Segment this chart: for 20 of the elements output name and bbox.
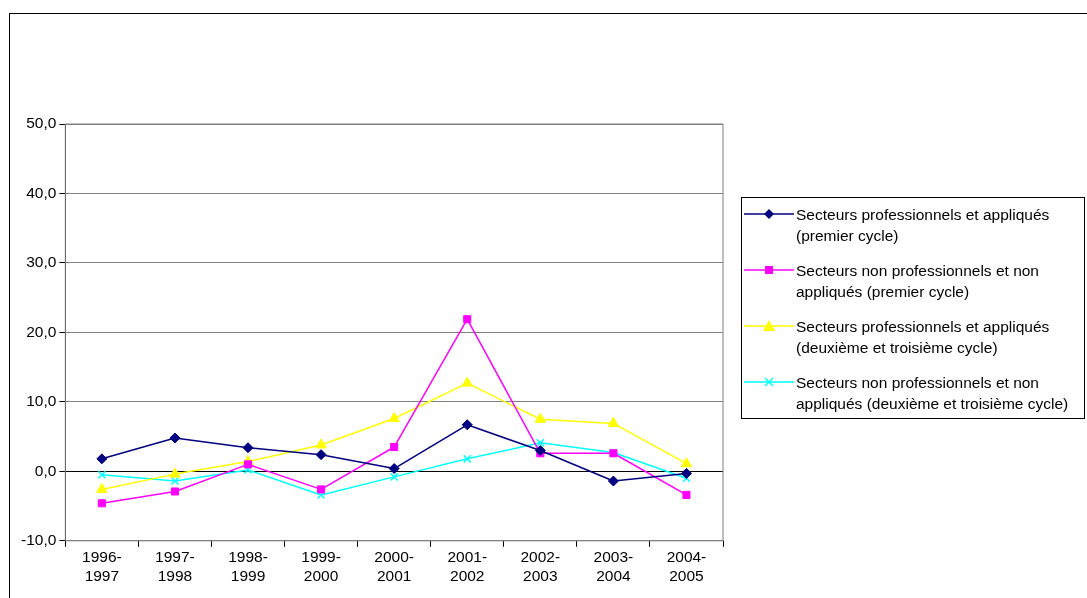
y-tick-label: 40,0 xyxy=(26,183,57,201)
x-tick-label: 1996-1997 xyxy=(82,548,122,584)
x-tick-label: 2000-2001 xyxy=(374,548,414,584)
y-tick-label: 0,0 xyxy=(34,461,57,479)
y-tick-label: -10,0 xyxy=(20,531,57,549)
legend-label: Secteurs professionnels et appliqués (premier cycle) xyxy=(796,205,1051,246)
x-tick-label: 2002-2003 xyxy=(520,548,561,584)
legend-label: Secteurs non professionnels et non appliqués (deuxième et troisième cycle) xyxy=(796,373,1070,414)
x-tick-label: 1997-1998 xyxy=(155,548,195,584)
x-tick-label: 2004-2005 xyxy=(666,548,707,584)
x-tick-label: 1998-1999 xyxy=(228,548,268,584)
y-tick-label: 20,0 xyxy=(26,322,57,340)
y-tick-label: 30,0 xyxy=(26,253,57,271)
x-tick-label: 1999-2000 xyxy=(301,548,341,584)
x-tick-label: 2001-2002 xyxy=(447,548,488,584)
legend-label: Secteurs non professionnels et non appliqués (premier cycle) xyxy=(796,261,1040,302)
legend-label: Secteurs professionnels et appliqués (deuxième et troisième cycle) xyxy=(796,317,1051,358)
x-tick-label: 2003-2004 xyxy=(593,548,634,584)
y-tick-label: 10,0 xyxy=(26,392,57,410)
y-tick-label: 50,0 xyxy=(26,114,57,132)
